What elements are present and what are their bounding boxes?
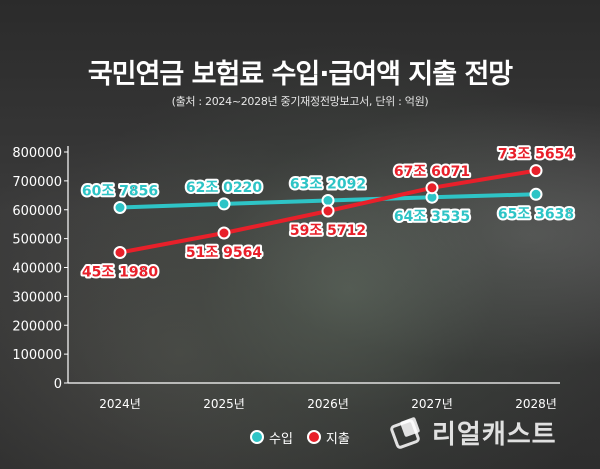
chart-title: 국민연금 보험료 수입·급여액 지출 전망 <box>87 59 513 90</box>
data-point-expense <box>321 204 335 218</box>
data-label-income: 62조 0220 <box>186 180 262 196</box>
chart-subtitle: (출처 : 2024~2028년 중기재정전망보고서, 단위 : 억원) <box>171 95 429 108</box>
data-label-expense: 51조 9564 <box>186 245 262 261</box>
data-point-income <box>321 194 335 207</box>
brand-name: 리얼캐스트 <box>432 419 557 450</box>
y-tick-label: 100000 <box>12 348 62 363</box>
legend: 수입 지출 <box>250 425 364 449</box>
data-point-income <box>529 187 543 201</box>
legend-label-expense: 지출 <box>325 431 350 447</box>
data-point-income <box>113 201 127 214</box>
y-tick-label: 800000 <box>12 146 62 161</box>
data-label-income: 60조 7856 <box>82 184 158 200</box>
data-label-expense: 73조 5654 <box>498 147 574 163</box>
y-tick-label: 400000 <box>12 262 62 277</box>
brand-logo: 리얼캐스트 <box>390 412 557 452</box>
y-tick-label: 600000 <box>12 204 62 219</box>
data-label-income: 64조 3535 <box>394 209 470 225</box>
brand-mark-icon <box>390 417 420 449</box>
data-point-expense <box>529 164 543 178</box>
legend-item-expense: 지출 <box>306 428 350 447</box>
data-point-expense <box>113 246 127 259</box>
data-label-income: 63조 2092 <box>290 177 366 193</box>
legend-dot-income <box>250 430 264 444</box>
y-tick-label: 300000 <box>12 290 62 305</box>
legend-item-income: 수입 <box>250 428 293 447</box>
legend-label-income: 수입 <box>269 431 293 447</box>
data-label-expense: 59조 5712 <box>290 223 366 239</box>
x-tick-label: 2028년 <box>515 397 557 411</box>
legend-dot-expense <box>306 430 321 444</box>
y-tick-label: 200000 <box>12 319 62 334</box>
x-tick-label: 2026년 <box>307 397 349 411</box>
data-label-expense: 45조 1980 <box>82 265 158 281</box>
data-point-expense <box>425 181 439 195</box>
x-tick-label: 2025년 <box>203 397 245 411</box>
data-point-expense <box>217 226 231 240</box>
y-tick-label: 500000 <box>12 233 62 248</box>
data-label-expense: 67조 6071 <box>394 164 470 180</box>
data-label-income: 65조 3638 <box>498 206 574 222</box>
y-tick-label: 0 <box>54 377 62 392</box>
x-tick-label: 2024년 <box>99 397 141 411</box>
data-point-income <box>217 197 231 211</box>
y-tick-label: 700000 <box>12 175 62 190</box>
x-tick-label: 2027년 <box>411 397 453 411</box>
